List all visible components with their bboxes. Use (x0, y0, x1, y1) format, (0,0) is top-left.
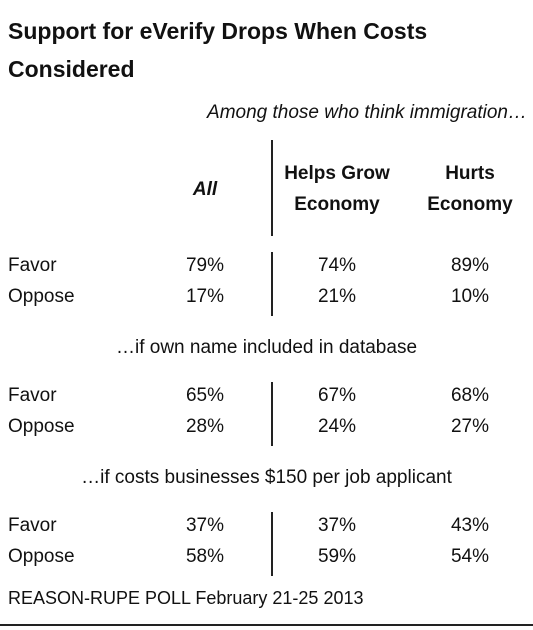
row-label: Favor (8, 255, 57, 276)
row-label: Favor (8, 515, 57, 536)
subtitle: Among those who think immigration… (207, 102, 527, 123)
section-label: …if own name included in database (115, 337, 418, 358)
cell-value: 10% (450, 286, 490, 307)
column-divider (271, 512, 273, 576)
cell-value: 79% (185, 255, 225, 276)
cell-value: 59% (317, 546, 357, 567)
cell-value: 54% (450, 546, 490, 567)
cell-value: 68% (450, 385, 490, 406)
cell-value: 65% (185, 385, 225, 406)
row-label: Oppose (8, 546, 75, 567)
row-label: Oppose (8, 416, 75, 437)
cell-value: 58% (185, 546, 225, 567)
cell-value: 37% (185, 515, 225, 536)
column-header: Helps Grow Economy (284, 163, 390, 215)
cell-value: 24% (317, 416, 357, 437)
title: Support for eVerify Drops When Costs Con… (8, 18, 428, 82)
cell-value: 21% (317, 286, 357, 307)
cell-value: 17% (185, 286, 225, 307)
cell-value: 43% (450, 515, 490, 536)
cell-value: 37% (317, 515, 357, 536)
source-note: REASON-RUPE POLL February 21-25 2013 (8, 588, 364, 608)
row-label: Favor (8, 385, 57, 406)
column-header: Hurts Economy (427, 163, 513, 215)
cell-value: 89% (450, 255, 490, 276)
cell-value: 27% (450, 416, 490, 437)
row-label: Oppose (8, 286, 75, 307)
column-divider (271, 382, 273, 446)
column-header: All (192, 179, 218, 200)
cell-value: 74% (317, 255, 357, 276)
section-label: …if costs businesses $150 per job applic… (81, 467, 452, 488)
column-divider (271, 140, 273, 236)
cell-value: 28% (185, 416, 225, 437)
column-divider (271, 252, 273, 316)
cell-value: 67% (317, 385, 357, 406)
bottom-rule (0, 624, 533, 626)
